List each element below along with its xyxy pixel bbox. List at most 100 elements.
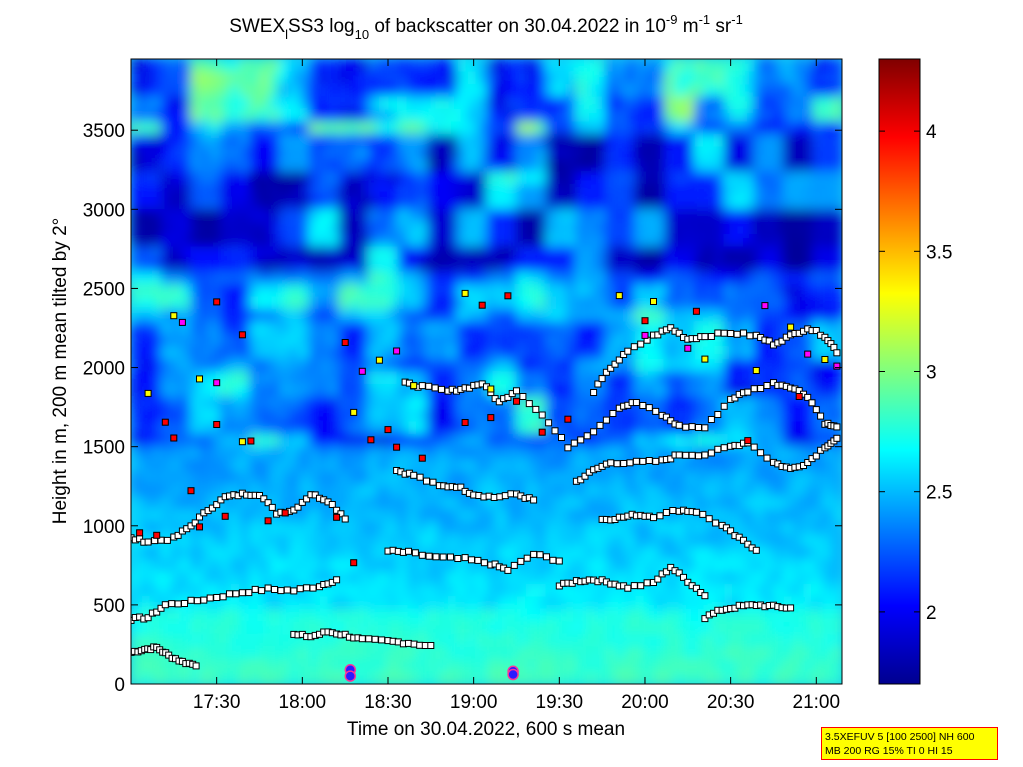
layer-marker xyxy=(358,635,366,643)
y-tick-label: 0 xyxy=(114,675,125,696)
layer-marker xyxy=(480,559,488,567)
layer-marker xyxy=(350,408,358,416)
layer-marker xyxy=(731,394,739,402)
layer-marker xyxy=(432,553,440,561)
layer-marker xyxy=(474,556,482,564)
layer-marker xyxy=(712,519,720,527)
layer-marker xyxy=(277,587,285,595)
layer-marker xyxy=(393,443,401,451)
marker-series-layer-600 xyxy=(555,563,709,600)
layer-marker xyxy=(303,584,311,592)
layer-marker xyxy=(221,512,229,520)
layer-marker xyxy=(652,407,660,415)
layer-marker xyxy=(200,596,208,604)
plot-frame xyxy=(130,58,843,685)
layer-marker xyxy=(607,459,615,467)
layer-marker xyxy=(525,400,533,408)
layer-marker xyxy=(454,555,462,562)
layer-marker xyxy=(564,415,572,423)
layer-marker xyxy=(196,375,203,383)
layer-marker xyxy=(688,451,696,459)
layer-marker xyxy=(577,476,585,484)
x-tick-label: 19:00 xyxy=(450,692,498,713)
layer-marker xyxy=(632,399,640,406)
layer-marker xyxy=(461,554,469,562)
info-line-2: MB 200 RG 15% TI 0 HI 15 xyxy=(825,745,953,757)
layer-marker xyxy=(727,527,735,535)
layer-marker xyxy=(196,523,203,531)
layer-marker xyxy=(787,323,795,331)
x-tick-label: 20:30 xyxy=(707,692,755,713)
marker-series-red-hits xyxy=(136,292,803,567)
layer-marker xyxy=(513,387,520,395)
x-tick-label: 17:30 xyxy=(193,692,241,713)
layer-marker xyxy=(650,514,657,522)
layer-marker xyxy=(733,330,741,338)
layer-marker xyxy=(583,432,591,440)
layer-marker xyxy=(812,327,820,334)
layer-marker xyxy=(750,443,758,451)
layer-marker xyxy=(232,590,240,598)
layer-marker xyxy=(238,438,246,446)
marker-series-layer-500 xyxy=(131,576,341,624)
colorbar xyxy=(878,58,921,685)
layer-marker xyxy=(174,531,182,539)
layer-marker xyxy=(523,554,531,562)
layer-marker xyxy=(639,402,647,409)
layer-marker xyxy=(251,585,259,593)
layer-marker xyxy=(258,587,266,595)
layer-marker xyxy=(425,552,433,560)
marker-series-layer-bottom xyxy=(131,643,200,670)
layer-marker xyxy=(358,367,366,375)
layer-marker xyxy=(504,566,512,574)
layer-marker xyxy=(296,585,304,593)
layer-marker xyxy=(513,397,520,405)
layer-marker xyxy=(213,421,221,428)
layer-marker xyxy=(264,517,272,525)
layer-marker xyxy=(637,340,645,348)
layer-marker xyxy=(763,382,771,389)
layer-marker xyxy=(804,459,812,466)
x-tick-label: 18:30 xyxy=(364,692,412,713)
layer-marker xyxy=(630,343,638,351)
layer-marker xyxy=(549,556,557,564)
layer-marker xyxy=(281,509,289,517)
layer-marker xyxy=(271,586,278,593)
layer-marker xyxy=(707,416,715,423)
layer-marker xyxy=(157,604,165,612)
layer-marker xyxy=(371,635,379,643)
layer-marker xyxy=(427,642,435,649)
layer-marker xyxy=(226,590,233,598)
layer-marker xyxy=(268,503,276,511)
layer-marker xyxy=(662,568,670,576)
layer-marker xyxy=(439,553,447,561)
layer-marker xyxy=(720,329,728,337)
layer-marker xyxy=(161,601,169,609)
layer-marker xyxy=(416,473,424,481)
y-tick-label: 3500 xyxy=(83,121,125,142)
x-axis-label: Time on 30.04.2022, 600 s mean xyxy=(347,719,625,740)
marker-series-layer-1400 xyxy=(572,434,841,485)
layer-marker xyxy=(303,495,311,503)
layer-marker xyxy=(193,597,201,605)
layer-marker xyxy=(682,423,690,431)
layer-marker xyxy=(624,584,632,592)
layer-marker xyxy=(609,410,617,417)
layer-marker xyxy=(178,318,186,326)
layer-marker xyxy=(675,421,683,429)
layer-marker xyxy=(590,389,598,396)
y-tick-label: 500 xyxy=(93,596,125,617)
layer-marker xyxy=(701,424,709,432)
layer-marker xyxy=(411,549,419,557)
layer-marker xyxy=(344,670,357,682)
layer-marker xyxy=(570,439,578,447)
layer-marker xyxy=(431,384,439,392)
layer-marker xyxy=(778,337,786,345)
layer-marker xyxy=(757,449,765,457)
layer-marker xyxy=(833,423,841,431)
layer-marker xyxy=(682,451,690,459)
y-axis-label: Height in m, 200 m mean tilted by 2° xyxy=(50,218,71,524)
layer-marker xyxy=(744,540,752,548)
layer-marker xyxy=(144,538,152,546)
layer-marker xyxy=(504,292,512,300)
